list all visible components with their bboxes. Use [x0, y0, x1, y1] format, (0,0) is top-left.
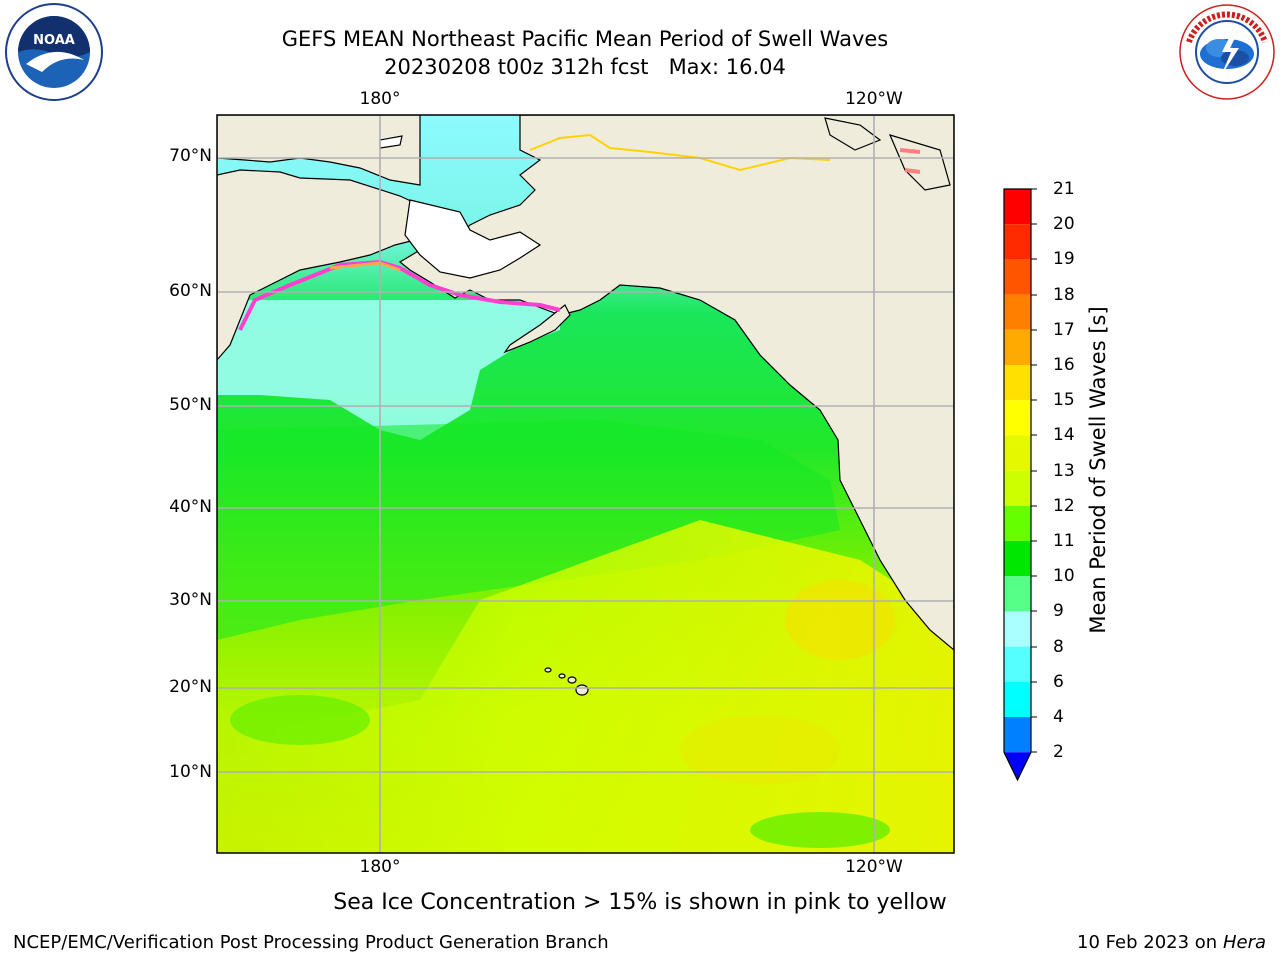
- footer-host: Hera: [1222, 932, 1266, 953]
- colorbar-tick-2: 2: [1053, 742, 1064, 762]
- colorbar-tick-6: 6: [1053, 672, 1064, 692]
- graticule: [217, 115, 954, 853]
- lat-label-20n: 20°N: [169, 677, 212, 697]
- colorbar-title: Mean Period of Swell Waves [s]: [1086, 306, 1110, 634]
- colorbar-tick-11: 11: [1053, 531, 1075, 551]
- lon-label-top-120w: 120°W: [845, 89, 903, 109]
- map-frame: [216, 114, 955, 854]
- lat-label-50n: 50°N: [169, 395, 212, 415]
- map-area: [217, 115, 954, 853]
- colorbar-tick-16: 16: [1053, 355, 1075, 375]
- colorbar-tick-17: 17: [1053, 320, 1075, 340]
- footer-credit: NCEP/EMC/Verification Post Processing Pr…: [13, 932, 609, 953]
- colorbar: [1003, 188, 1037, 782]
- footer-date: 10 Feb 2023 on Hera: [1077, 932, 1266, 953]
- national-weather-service-logo-icon: [1179, 4, 1275, 100]
- sea-ice-edge: [238, 259, 561, 331]
- colorbar-tick-21: 21: [1053, 179, 1075, 199]
- colorbar-tick-18: 18: [1053, 285, 1075, 305]
- colorbar-tick-15: 15: [1053, 390, 1075, 410]
- lat-label-60n: 60°N: [169, 281, 212, 301]
- lat-label-10n: 10°N: [169, 762, 212, 782]
- colorbar-tick-19: 19: [1053, 249, 1075, 269]
- cyan-region: [217, 300, 560, 440]
- lon-label-top-180: 180°: [359, 89, 401, 109]
- lon-label-bottom-120w: 120°W: [845, 857, 903, 877]
- land-masses: [217, 115, 954, 696]
- noaa-logo-text: NOAA: [33, 33, 75, 48]
- colorbar-tick-4: 4: [1053, 707, 1064, 727]
- colorbar-tick-13: 13: [1053, 461, 1075, 481]
- noaa-logo-icon: NOAA: [5, 3, 103, 101]
- lon-label-bottom-180: 180°: [359, 857, 401, 877]
- map-title: GEFS MEAN Northeast Pacific Mean Period …: [281, 27, 889, 51]
- lat-label-70n: 70°N: [169, 146, 212, 166]
- colorbar-tick-10: 10: [1053, 566, 1075, 586]
- green-region: [217, 420, 840, 640]
- sea-ice-caption: Sea Ice Concentration > 15% is shown in …: [333, 890, 947, 915]
- colorbar-tick-12: 12: [1053, 496, 1075, 516]
- colorbar-tick-14: 14: [1053, 425, 1075, 445]
- colorbar-tick-8: 8: [1053, 637, 1064, 657]
- lat-label-30n: 30°N: [169, 590, 212, 610]
- footer-date-text: 10 Feb 2023 on: [1077, 932, 1218, 953]
- lat-label-40n: 40°N: [169, 497, 212, 517]
- colorbar-tick-9: 9: [1053, 601, 1064, 621]
- map-subtitle: 20230208 t00z 312h fcst Max: 16.04: [384, 55, 786, 79]
- colorbar-tick-20: 20: [1053, 214, 1075, 234]
